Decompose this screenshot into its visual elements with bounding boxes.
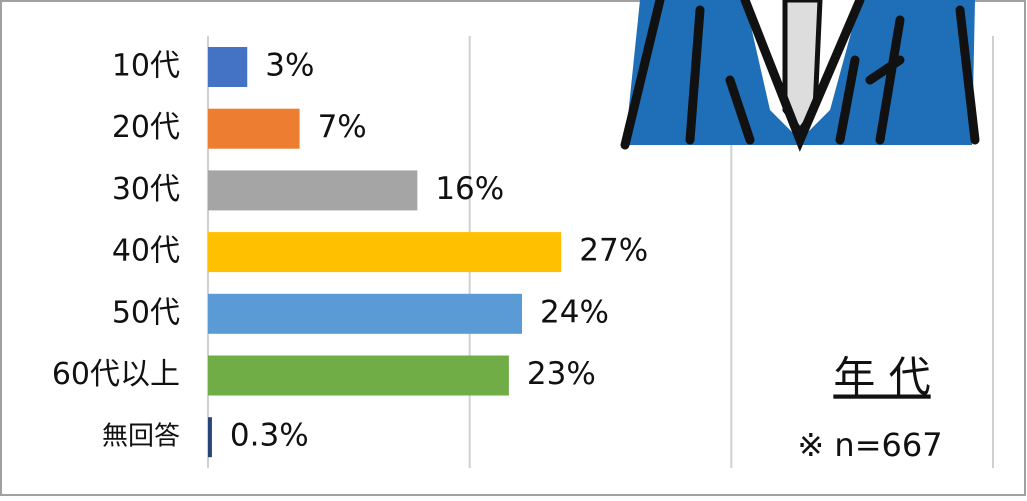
value-label: 3% [265,48,314,84]
y-tick-label: 無回答 [102,422,180,452]
y-tick-label: 60代以上 [52,357,180,392]
bar [208,293,522,334]
chart-title: 年 代 [833,353,930,402]
y-tick-label: 30代 [112,172,180,207]
bar [208,47,248,87]
y-tick-label: 20代 [112,110,180,145]
value-label: 24% [540,294,609,330]
illustration [620,0,980,152]
value-label: 0.3% [230,418,309,454]
bar [208,170,418,211]
value-label: 16% [435,171,504,207]
value-label: 27% [579,233,648,269]
note: ※ n=667 [797,426,942,464]
value-label: 23% [527,356,596,392]
bar [208,355,509,396]
bars [208,47,562,458]
bar [208,232,562,273]
value-label: 7% [318,109,367,145]
bar [208,108,300,149]
y-tick-label: 10代 [112,49,180,84]
y-tick-label: 50代 [112,295,180,330]
y-tick-label: 40代 [112,234,180,269]
bar [208,417,212,458]
